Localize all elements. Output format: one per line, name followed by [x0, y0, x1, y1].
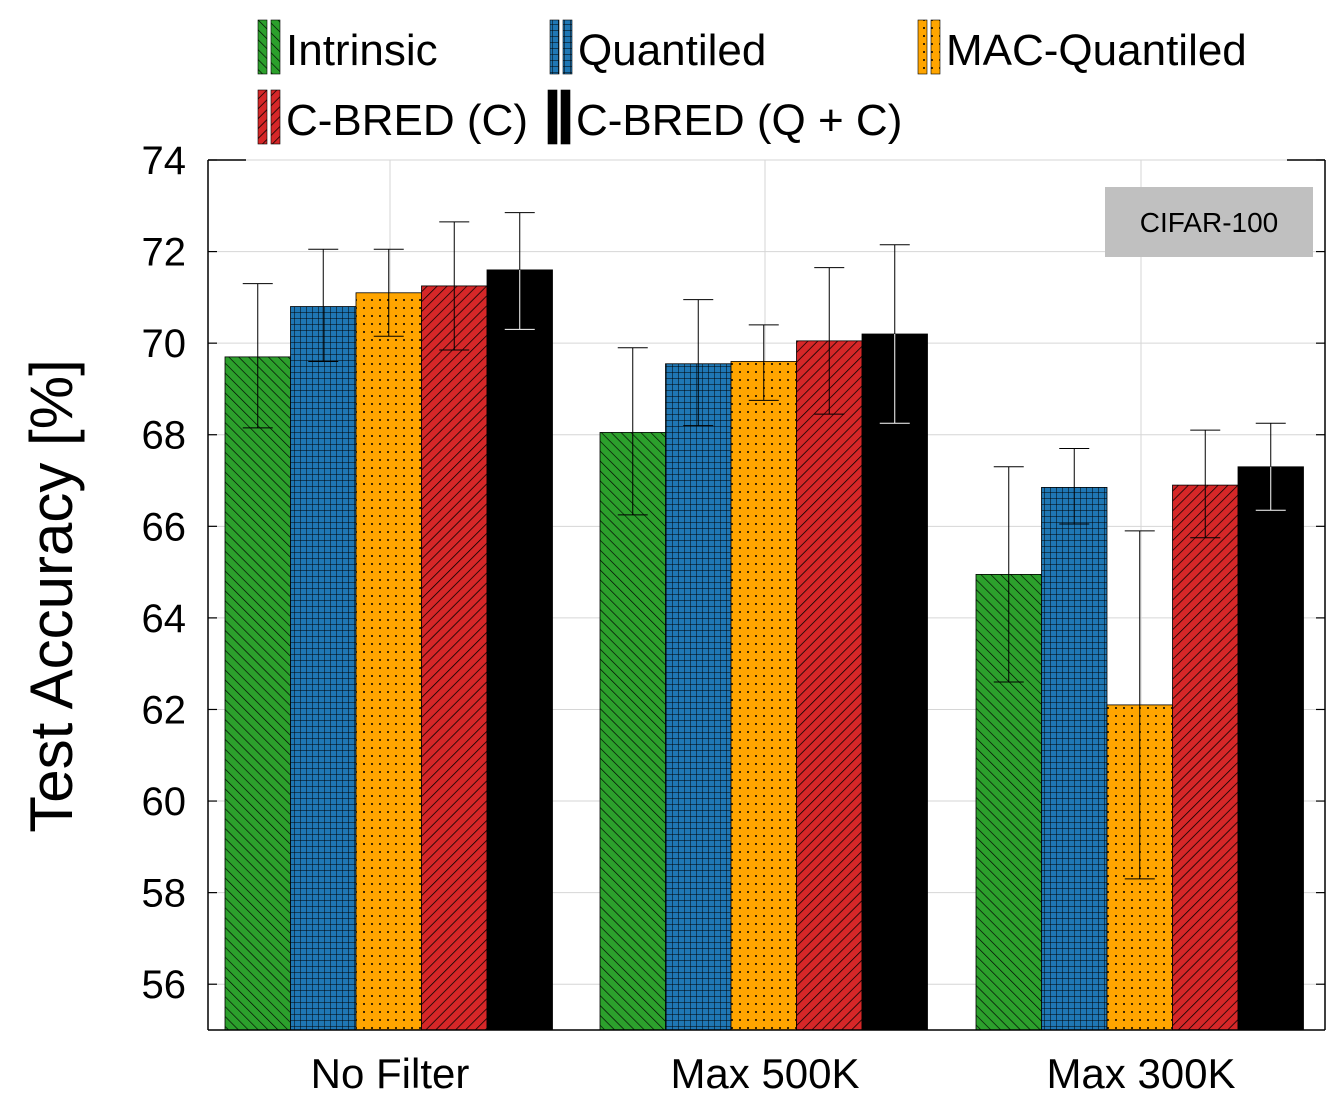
bars	[224, 269, 1304, 1031]
legend-swatch-outline	[930, 19, 941, 75]
legend-swatch-hatch	[258, 90, 267, 144]
legend-swatch-hatch	[918, 20, 927, 74]
legend-swatch-hatch	[931, 20, 940, 74]
y-tick-label: 74	[142, 139, 187, 183]
legend-item: MAC-Quantiled	[917, 19, 1247, 75]
legend-swatch-outline	[560, 89, 571, 145]
bar-hatch	[225, 356, 291, 1030]
legend-swatch-hatch	[258, 20, 267, 74]
bar	[862, 334, 928, 1030]
y-tick-label: 72	[142, 231, 187, 275]
y-tick-label: 64	[142, 597, 187, 641]
y-tick-label: 60	[142, 780, 187, 824]
y-tick-label: 66	[142, 505, 187, 549]
y-tick-label: 62	[142, 688, 187, 732]
legend-swatch-hatch	[271, 20, 280, 74]
y-tick-label: 56	[142, 963, 187, 1007]
y-axis-label: Test Accuracy [%]	[18, 359, 85, 833]
legend-item: C-BRED (Q + C)	[547, 89, 902, 145]
x-tick-label: Max 300K	[1046, 1050, 1235, 1097]
legend-swatch-outline	[549, 19, 560, 75]
bar-hatch	[421, 285, 487, 1031]
axes: 56 58 60 62 64 66 68 70 72 74 No Filter Max 500K Max…	[142, 139, 1326, 1097]
bar-hatch	[290, 306, 356, 1030]
bar	[487, 269, 553, 1030]
legend-swatch-hatch	[550, 20, 559, 74]
legend-item: C-BRED (C)	[257, 89, 528, 145]
legend-swatch	[561, 90, 570, 144]
legend-label: Intrinsic	[286, 26, 438, 75]
y-tick-label: 70	[142, 322, 187, 366]
bar-hatch	[796, 340, 862, 1030]
legend-item: Quantiled	[549, 19, 766, 75]
legend-label: Quantiled	[578, 26, 766, 75]
legend-item: Intrinsic	[257, 19, 438, 75]
x-tick-label: Max 500K	[670, 1050, 859, 1097]
legend-swatch-outline	[257, 19, 268, 75]
legend-swatch-outline	[270, 89, 281, 145]
bar-hatch	[1172, 485, 1238, 1031]
annotation-box: CIFAR-100	[1105, 187, 1313, 257]
legend-swatch	[548, 90, 557, 144]
legend-label: C-BRED (Q + C)	[576, 96, 902, 145]
legend-swatch-outline	[562, 19, 573, 75]
bar	[1238, 466, 1304, 1031]
legend-swatch-outline	[917, 19, 928, 75]
bar-hatch	[665, 363, 731, 1030]
legend-swatch-outline	[257, 89, 268, 145]
legend-swatch-hatch	[563, 20, 572, 74]
annotation-label: CIFAR-100	[1140, 207, 1279, 238]
legend-swatch-outline	[547, 89, 558, 145]
y-tick-label: 68	[142, 414, 187, 458]
bar-hatch	[356, 292, 422, 1031]
legend-swatch-outline	[270, 19, 281, 75]
legend-label: MAC-Quantiled	[946, 26, 1247, 75]
legend-label: C-BRED (C)	[286, 96, 528, 145]
legend: Intrinsic Quantiled MAC-Quantiled C-BRED (C…	[257, 19, 1247, 145]
error-bars	[242, 212, 1286, 880]
legend-swatch-hatch	[271, 90, 280, 144]
bar-hatch	[600, 432, 666, 1030]
bar-hatch	[1041, 487, 1107, 1030]
bar-hatch	[731, 361, 797, 1030]
y-tick-label: 58	[142, 872, 187, 916]
x-tick-label: No Filter	[311, 1050, 470, 1097]
